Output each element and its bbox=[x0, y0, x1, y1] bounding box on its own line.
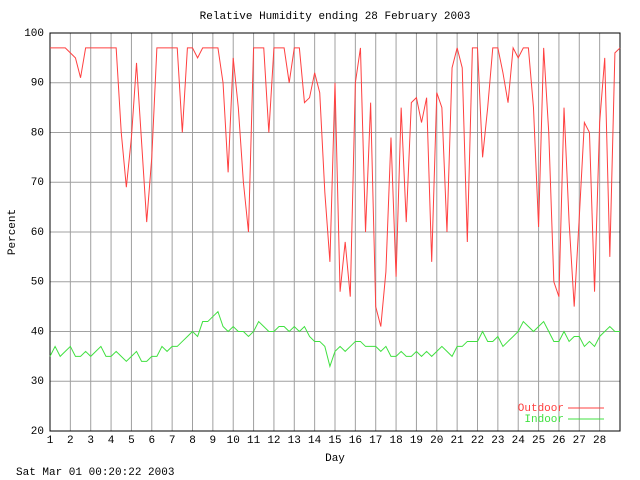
x-tick-label: 23 bbox=[491, 435, 504, 447]
x-tick-label: 22 bbox=[471, 435, 484, 447]
y-axis-label: Percent bbox=[7, 209, 19, 255]
x-tick-label: 3 bbox=[87, 435, 94, 447]
y-tick-label: 30 bbox=[31, 376, 44, 388]
footer: Sat Mar 01 00:20:22 2003 bbox=[16, 467, 174, 479]
series-line bbox=[50, 46, 621, 327]
x-tick-label: 26 bbox=[552, 435, 565, 447]
y-tick-label: 60 bbox=[31, 227, 44, 239]
x-tick-label: 9 bbox=[210, 435, 217, 447]
y-tick-label: 40 bbox=[31, 326, 44, 338]
x-tick-label: 18 bbox=[389, 435, 402, 447]
series-line bbox=[49, 310, 620, 369]
x-axis-label: Day bbox=[325, 453, 345, 465]
x-tick-label: 8 bbox=[189, 435, 196, 447]
plot-frame bbox=[49, 32, 621, 432]
x-tick-label: 20 bbox=[430, 435, 443, 447]
x-tick-label: 28 bbox=[593, 435, 606, 447]
x-tick-label: 24 bbox=[512, 435, 526, 447]
y-tick-label: 80 bbox=[31, 127, 44, 139]
y-tick-label: 70 bbox=[31, 177, 44, 189]
x-tick-label: 12 bbox=[267, 435, 280, 447]
x-tick-label: 15 bbox=[328, 435, 341, 447]
y-tick-label: 100 bbox=[24, 28, 44, 40]
x-tick-label: 5 bbox=[128, 435, 135, 447]
x-tick-label: 14 bbox=[308, 435, 322, 447]
legend-label: Outdoor bbox=[518, 403, 564, 415]
x-tick-label: 7 bbox=[169, 435, 176, 447]
x-tick-label: 13 bbox=[288, 435, 301, 447]
x-tick-label: 2 bbox=[67, 435, 74, 447]
x-tick-label: 25 bbox=[532, 435, 545, 447]
x-tick-label: 19 bbox=[410, 435, 423, 447]
x-tick-label: 21 bbox=[451, 435, 465, 447]
y-tick-label: 90 bbox=[31, 78, 44, 90]
x-tick-label: 6 bbox=[148, 435, 155, 447]
x-tick-label: 4 bbox=[108, 435, 115, 447]
x-tick-label: 17 bbox=[369, 435, 382, 447]
x-tick-label: 10 bbox=[227, 435, 240, 447]
chart-title: Relative Humidity ending 28 February 200… bbox=[200, 11, 471, 23]
x-tick-label: 27 bbox=[573, 435, 586, 447]
x-tick-label: 1 bbox=[47, 435, 54, 447]
y-tick-label: 50 bbox=[31, 277, 44, 289]
legend-label: Indoor bbox=[524, 414, 564, 426]
x-tick-label: 11 bbox=[247, 435, 261, 447]
y-tick-label: 20 bbox=[31, 426, 44, 438]
x-tick-label: 16 bbox=[349, 435, 362, 447]
